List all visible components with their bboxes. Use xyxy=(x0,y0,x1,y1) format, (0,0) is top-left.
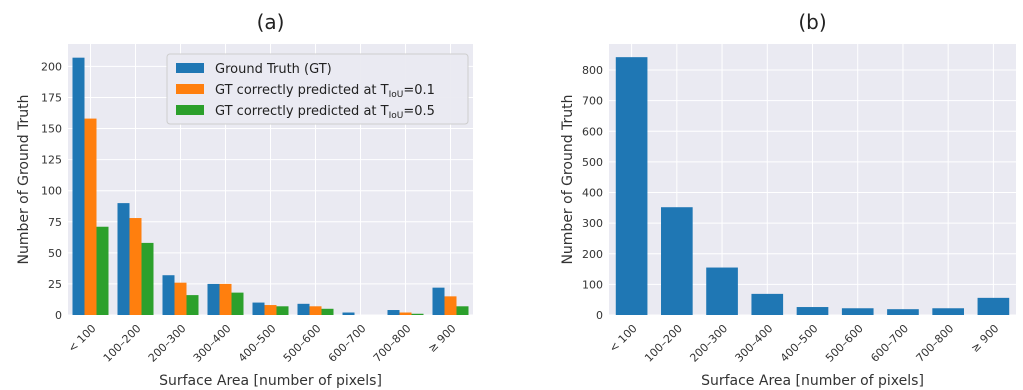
bar xyxy=(456,306,469,315)
y-tick-label: 500 xyxy=(582,156,603,169)
bar xyxy=(129,218,142,315)
x-tick-label: < 100 xyxy=(66,322,99,355)
x-tick-label: 700–800 xyxy=(914,322,957,365)
legend-swatch xyxy=(176,63,204,73)
bar xyxy=(96,226,109,315)
x-tick-label: 300–400 xyxy=(733,322,776,365)
chart-title: (b) xyxy=(798,10,826,34)
bar xyxy=(276,306,289,315)
y-axis-label: Number of Ground Truth xyxy=(16,94,32,264)
y-tick-label: 400 xyxy=(582,187,603,200)
bar xyxy=(615,57,648,315)
bar xyxy=(751,293,784,315)
bar xyxy=(162,275,175,315)
bar xyxy=(264,305,277,315)
bar xyxy=(219,283,232,315)
x-tick-label: 400–500 xyxy=(778,322,821,365)
x-tick-label: ≥ 900 xyxy=(426,322,459,355)
y-tick-label: 100 xyxy=(41,185,62,198)
bar xyxy=(796,307,829,315)
x-tick-label: < 100 xyxy=(607,322,640,355)
legend-label-main: GT correctly predicted at T xyxy=(215,104,389,119)
bar xyxy=(932,308,964,315)
bar xyxy=(841,308,874,315)
x-tick-label: 600–700 xyxy=(326,322,369,365)
legend-label-tail: =0.1 xyxy=(403,83,435,98)
legend-swatch xyxy=(176,84,204,94)
chart-panel-b: 0 100 200 300 400 500 600 700 800 < 100 100–200 200… xyxy=(560,10,1016,389)
bar xyxy=(399,312,412,315)
bar xyxy=(141,242,154,315)
y-tick-label: 0 xyxy=(596,309,603,322)
bar xyxy=(661,207,693,315)
bar xyxy=(84,118,97,315)
legend-label-tail: =0.5 xyxy=(403,104,435,119)
legend-box xyxy=(166,53,469,125)
bar xyxy=(444,296,457,315)
x-tick-label: 400–500 xyxy=(236,322,279,365)
bar xyxy=(387,310,400,315)
y-tick-label: 0 xyxy=(55,309,62,322)
legend-label: GT correctly predicted at TIoU=0.5 xyxy=(215,104,435,121)
bar xyxy=(411,313,424,315)
legend-label: Ground Truth (GT) xyxy=(215,62,332,77)
legend-label-main: GT correctly predicted at T xyxy=(215,83,389,98)
bar xyxy=(297,303,310,315)
bar xyxy=(72,57,85,315)
y-tick-label: 25 xyxy=(48,278,62,291)
x-tick-label: 300–400 xyxy=(191,322,234,365)
x-tick-label: 700–800 xyxy=(371,322,414,365)
y-tick-label: 100 xyxy=(582,278,603,291)
bar xyxy=(174,282,187,315)
x-tick-label: 100–200 xyxy=(642,322,685,365)
y-axis-label: Number of Ground Truth xyxy=(560,94,576,264)
bar xyxy=(231,292,244,315)
x-tick-label: 600–700 xyxy=(868,322,911,365)
bar xyxy=(117,203,130,315)
bar xyxy=(342,312,355,315)
bar xyxy=(706,267,738,315)
y-tick-label: 150 xyxy=(41,123,62,136)
bar xyxy=(432,287,445,315)
y-tick-label: 700 xyxy=(582,95,603,108)
y-tick-label: 800 xyxy=(582,64,603,77)
x-axis-label: Surface Area [number of pixels] xyxy=(159,373,382,389)
y-tick-label: 50 xyxy=(48,247,62,260)
x-axis-label: Surface Area [number of pixels] xyxy=(701,373,924,389)
x-tick-label: 200–300 xyxy=(146,322,189,365)
x-tick-label: 500–600 xyxy=(281,322,324,365)
bar xyxy=(309,306,322,315)
chart-panel-a: 0 25 50 75 100 125 150 175 200 < 100 100–200 200–30… xyxy=(16,10,473,389)
legend-label-main: Ground Truth (GT) xyxy=(215,62,332,77)
bar xyxy=(252,302,265,315)
bar xyxy=(186,295,199,315)
legend-swatch xyxy=(176,105,204,115)
bar xyxy=(887,309,919,315)
chart-title: (a) xyxy=(257,10,285,34)
y-tick-label: 600 xyxy=(582,125,603,138)
bar xyxy=(321,308,334,315)
y-tick-label: 125 xyxy=(41,154,62,167)
legend-label-subscript: IoU xyxy=(389,111,404,121)
x-tick-label: 200–300 xyxy=(687,322,730,365)
y-tick-label: 175 xyxy=(41,91,62,104)
y-tick-label: 200 xyxy=(41,60,62,73)
y-tick-label: 75 xyxy=(48,216,62,229)
legend-label: GT correctly predicted at TIoU=0.1 xyxy=(215,83,435,100)
x-tick-label: 500–600 xyxy=(823,322,866,365)
x-tick-label: 100–200 xyxy=(101,322,144,365)
legend-label-subscript: IoU xyxy=(389,90,404,100)
bar xyxy=(207,283,220,315)
y-tick-label: 200 xyxy=(582,248,603,261)
bar xyxy=(977,297,1010,315)
y-tick-label: 300 xyxy=(582,217,603,230)
x-tick-label: ≥ 900 xyxy=(968,322,1001,355)
